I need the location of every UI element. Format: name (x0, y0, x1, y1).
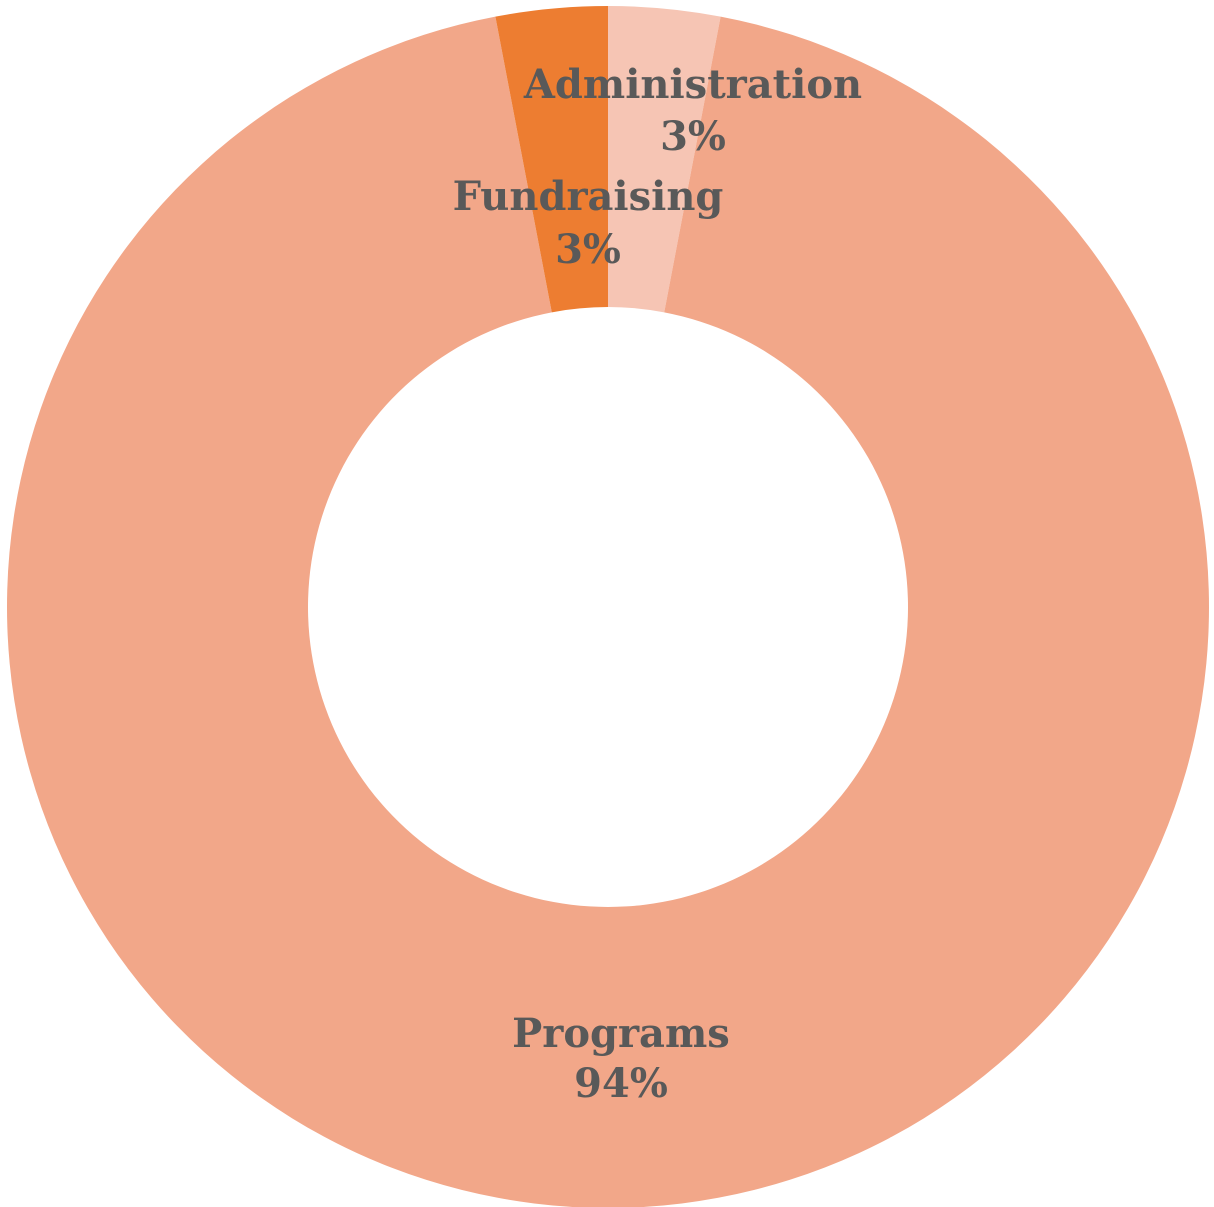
slice-value-programs: 94% (574, 1060, 668, 1107)
slice-fundraising (495, 6, 608, 313)
slice-label-fundraising: Fundraising (453, 173, 724, 220)
slice-label-programs: Programs (512, 1010, 730, 1057)
slice-administration (608, 6, 721, 313)
slices-group (7, 6, 1209, 1207)
slice-programs (7, 16, 1209, 1207)
slice-label-administration: Administration (523, 61, 862, 108)
slice-value-administration: 3% (660, 113, 726, 160)
slice-value-fundraising: 3% (555, 226, 621, 273)
